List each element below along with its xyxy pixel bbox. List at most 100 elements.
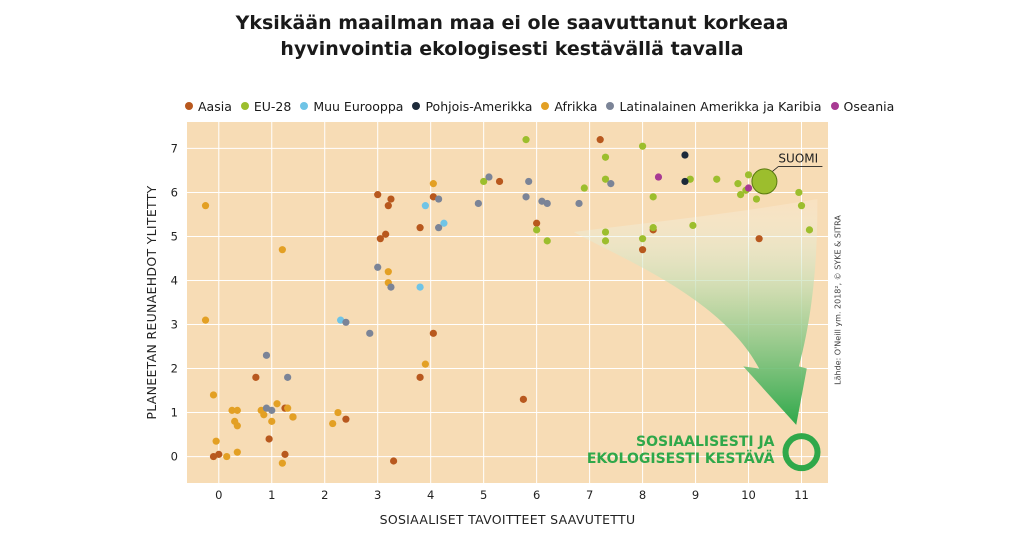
- data-point: [342, 318, 350, 326]
- series-eu-28: [480, 136, 814, 245]
- data-point: [260, 411, 268, 419]
- data-point: [575, 199, 583, 208]
- data-point: [284, 404, 292, 412]
- data-point: [601, 228, 610, 236]
- data-point: [223, 452, 231, 461]
- data-point: [519, 395, 527, 403]
- legend-item: Oseania: [830, 99, 894, 114]
- data-point: [376, 235, 384, 243]
- series-oseania: [654, 173, 753, 192]
- data-point: [273, 400, 281, 408]
- data-point: [543, 199, 551, 208]
- data-point: [342, 415, 350, 423]
- legend-label: Aasia: [198, 98, 232, 114]
- data-point: [416, 373, 424, 381]
- data-point: [252, 373, 260, 381]
- data-point: [689, 221, 697, 230]
- legend-item: EU-28: [240, 98, 292, 114]
- y-tick-label: 2: [171, 362, 178, 376]
- axis-ticks: 0 1 2 3 4 5 6 7 8 9 10 11 0 1 2 3 4 5 6 7: [171, 141, 809, 502]
- data-point: [649, 224, 657, 232]
- data-point: [390, 457, 398, 465]
- data-point: [421, 202, 429, 210]
- legend-item: Pohjois-Amerikka: [412, 99, 532, 114]
- sustainability-arrow: [573, 199, 818, 425]
- data-point: [601, 175, 610, 183]
- legend-swatch: [412, 102, 421, 110]
- data-point: [329, 419, 337, 428]
- series-aasia: [209, 136, 763, 465]
- data-point: [440, 219, 448, 227]
- data-point: [201, 316, 210, 324]
- chart-title: Yksikään maailman maa ei ole saavuttanut…: [0, 10, 1024, 62]
- data-point: [596, 136, 604, 144]
- data-point: [681, 177, 689, 186]
- legend-item: Afrikka: [541, 99, 597, 114]
- data-point: [681, 151, 689, 159]
- x-tick-label: 10: [741, 488, 756, 502]
- data-point: [736, 191, 745, 199]
- data-point: [374, 191, 382, 199]
- data-point: [533, 219, 541, 227]
- suomi-marker: [751, 168, 778, 195]
- data-point: [755, 235, 763, 243]
- data-point: [435, 195, 443, 203]
- x-tick-label: 8: [639, 488, 646, 502]
- legend-label: EU-28: [253, 98, 292, 114]
- y-tick-label: 6: [171, 185, 178, 199]
- data-point: [382, 230, 390, 238]
- data-point: [233, 448, 241, 456]
- sustainable-label-line-2: EKOLOGISESTI KESTÄVÄ: [587, 450, 775, 467]
- series-afrikka: [201, 180, 437, 467]
- data-point: [601, 237, 610, 245]
- x-tick-label: 0: [215, 488, 222, 502]
- data-point: [734, 180, 742, 188]
- sustainable-target: SOSIAALISESTI JA EKOLOGISESTI KESTÄVÄ: [587, 433, 821, 472]
- data-point: [797, 202, 806, 210]
- data-point: [209, 391, 218, 399]
- data-point: [805, 226, 814, 234]
- legend-swatch: [606, 102, 615, 110]
- data-point: [649, 193, 657, 201]
- data-points: [201, 136, 814, 467]
- data-point: [289, 413, 297, 421]
- data-point: [495, 177, 504, 186]
- x-tick-label: 11: [794, 488, 809, 502]
- data-point: [744, 184, 753, 192]
- data-point: [278, 459, 286, 467]
- data-point: [429, 180, 437, 188]
- legend-item: Latinalainen Amerikka ja Karibia: [606, 99, 822, 114]
- data-point: [228, 406, 236, 414]
- data-point: [713, 175, 721, 183]
- y-axis-label: PLANEETAN REUNAEHDOT YLITETTY: [144, 185, 159, 419]
- series-latinalainen-amerikka-ja-karibia: [262, 173, 615, 414]
- data-point: [485, 173, 493, 181]
- x-tick-label: 6: [533, 488, 540, 502]
- data-point: [212, 437, 220, 445]
- x-tick-label: 4: [427, 488, 434, 502]
- data-point: [215, 450, 223, 458]
- data-point: [265, 435, 273, 443]
- target-ring: [782, 433, 821, 472]
- x-tick-label: 5: [480, 488, 487, 502]
- data-point: [795, 188, 803, 197]
- data-point: [201, 202, 210, 210]
- x-axis-label: SOSIAALISET TAVOITTEET SAAVUTETTU: [380, 512, 636, 527]
- suomi-leader-line: [772, 166, 779, 172]
- data-point: [522, 193, 530, 201]
- x-tick-label: 1: [268, 488, 275, 502]
- data-point: [384, 268, 392, 276]
- data-point: [262, 351, 271, 359]
- y-tick-label: 1: [171, 406, 178, 420]
- data-point: [543, 237, 551, 245]
- data-point: [387, 195, 395, 203]
- title-line-1: Yksikään maailman maa ei ole saavuttanut…: [235, 12, 789, 34]
- data-point: [387, 283, 395, 291]
- data-point: [435, 224, 443, 232]
- suomi-highlight: SUOMI: [751, 151, 823, 195]
- legend-swatch: [830, 102, 839, 110]
- legend-item: Muu Eurooppa: [300, 99, 403, 114]
- y-tick-label: 4: [171, 273, 178, 287]
- data-point: [334, 408, 342, 417]
